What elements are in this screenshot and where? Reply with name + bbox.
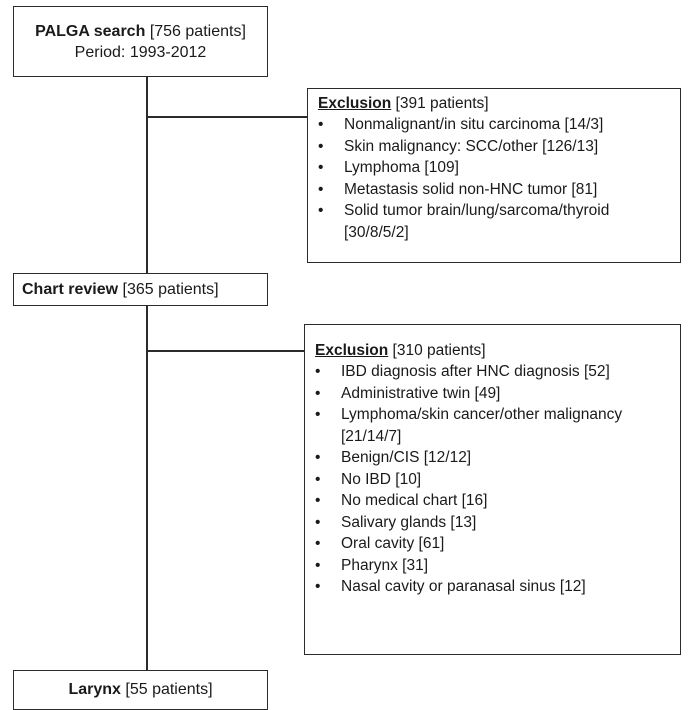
- list-item: No medical chart [16]: [315, 490, 672, 512]
- list-item: Salivary glands [13]: [315, 512, 672, 534]
- list-item: Pharynx [31]: [315, 555, 672, 577]
- exclusion-2-count: [310 patients]: [392, 342, 486, 359]
- exclusion-box-2: Exclusion [310 patients] IBD diagnosis a…: [304, 324, 681, 655]
- larynx-box: Larynx [55 patients]: [13, 670, 268, 710]
- exclusion-2-list: IBD diagnosis after HNC diagnosis [52] A…: [315, 361, 672, 598]
- list-item: IBD diagnosis after HNC diagnosis [52]: [315, 361, 672, 383]
- larynx-title: Larynx: [68, 681, 121, 698]
- connector-to-exclusion-1: [146, 116, 308, 118]
- chart-review-title: Chart review: [22, 281, 119, 298]
- chart-review-count: [365 patients]: [122, 281, 219, 298]
- exclusion-2-header: Exclusion [310 patients]: [315, 341, 672, 361]
- connector-chart-review-to-larynx: [146, 305, 148, 671]
- list-item: Oral cavity [61]: [315, 533, 672, 555]
- exclusion-box-1: Exclusion [391 patients] Nonmalignant/in…: [307, 88, 681, 263]
- palga-search-period: Period: 1993-2012: [74, 44, 207, 61]
- list-item: Administrative twin [49]: [315, 383, 672, 405]
- exclusion-1-title: Exclusion: [318, 95, 392, 112]
- list-item: Solid tumor brain/lung/sarcoma/thyroid […: [318, 200, 664, 243]
- larynx-count: [55 patients]: [125, 681, 213, 698]
- exclusion-1-count: [391 patients]: [395, 95, 489, 112]
- list-item: Skin malignancy: SCC/other [126/13]: [318, 136, 672, 158]
- list-item: Lymphoma/skin cancer/other malignancy [2…: [315, 404, 671, 447]
- palga-search-title: PALGA search: [35, 23, 146, 40]
- exclusion-1-header: Exclusion [391 patients]: [318, 94, 672, 114]
- chart-review-box: Chart review [365 patients]: [13, 273, 268, 306]
- palga-search-box: PALGA search [756 patients] Period: 1993…: [13, 6, 268, 77]
- exclusion-1-list: Nonmalignant/in situ carcinoma [14/3] Sk…: [318, 114, 672, 243]
- list-item: No IBD [10]: [315, 469, 672, 491]
- list-item: Benign/CIS [12/12]: [315, 447, 672, 469]
- connector-palga-to-chart-review: [146, 76, 148, 274]
- exclusion-2-title: Exclusion: [315, 342, 389, 359]
- list-item: Nasal cavity or paranasal sinus [12]: [315, 576, 672, 598]
- list-item: Metastasis solid non-HNC tumor [81]: [318, 179, 672, 201]
- list-item: Lymphoma [109]: [318, 157, 672, 179]
- list-item: Nonmalignant/in situ carcinoma [14/3]: [318, 114, 672, 136]
- palga-search-count: [756 patients]: [149, 23, 246, 40]
- connector-to-exclusion-2: [146, 350, 304, 352]
